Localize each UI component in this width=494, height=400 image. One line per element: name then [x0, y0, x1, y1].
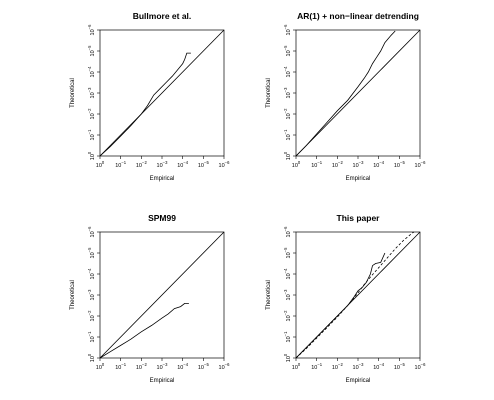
- series-line-1: [99, 52, 191, 157]
- y-tick-label: 10−5: [87, 247, 96, 259]
- y-tick-label: 10−1: [87, 129, 96, 141]
- x-axis-label: Empirical: [346, 176, 371, 182]
- x-tick-label: 10−4: [373, 362, 385, 371]
- x-tick-label: 10−1: [115, 362, 127, 371]
- y-tick-label: 100: [87, 151, 96, 160]
- x-tick-label: 10−5: [394, 362, 406, 371]
- y-tick-label: 10−2: [283, 310, 292, 322]
- x-tick-label: 10−5: [198, 362, 210, 371]
- panel-title: SPM99: [148, 213, 176, 223]
- x-tick-label: 10−5: [198, 160, 210, 169]
- panel-4: This paper 100 10−1 10−2 10−3 10−4 10−5 10−6 100…: [266, 213, 426, 384]
- y-axis-label: Theoretical: [266, 280, 272, 310]
- series-line-1: [295, 30, 396, 157]
- identity-line: [295, 29, 421, 157]
- x-tick-label: 10−6: [415, 362, 427, 371]
- y-tick-label: 10−3: [87, 289, 96, 301]
- y-tick-label: 10−6: [87, 24, 96, 36]
- y-tick-label: 10−4: [283, 66, 292, 78]
- x-tick-label: 10−6: [415, 160, 427, 169]
- x-tick-label: 10−2: [332, 160, 344, 169]
- x-tick-label: 10−2: [332, 362, 344, 371]
- y-tick-label: 100: [87, 353, 96, 362]
- y-tick-label: 10−3: [87, 87, 96, 99]
- y-axis-label: Theoretical: [266, 78, 272, 108]
- series-line-1: [295, 252, 386, 359]
- identity-line: [99, 29, 225, 157]
- x-tick-label: 10−2: [136, 160, 148, 169]
- y-tick-label: 10−5: [283, 247, 292, 259]
- y-tick-label: 10−2: [87, 108, 96, 120]
- y-tick-label: 10−6: [283, 226, 292, 238]
- series-line-1: [99, 302, 189, 359]
- y-tick-label: 10−4: [283, 268, 292, 280]
- y-axis-label: Theoretical: [70, 78, 76, 108]
- series-line-2: [295, 231, 415, 359]
- y-tick-label: 10−4: [87, 66, 96, 78]
- x-tick-label: 10−3: [157, 362, 169, 371]
- identity-line: [99, 231, 225, 359]
- panel-3: SPM99 100 10−1 10−2 10−3 10−4 10−5 10−6 100 10−1 1…: [70, 213, 230, 384]
- y-tick-label: 10−5: [283, 45, 292, 57]
- x-tick-label: 100: [96, 362, 105, 371]
- y-tick-label: 10−6: [87, 226, 96, 238]
- x-tick-label: 10−5: [394, 160, 406, 169]
- x-axis-label: Empirical: [150, 176, 175, 182]
- x-tick-label: 10−3: [353, 160, 365, 169]
- panel-title: AR(1) + non−linear detrending: [297, 11, 419, 21]
- y-tick-label: 10−4: [87, 268, 96, 280]
- x-tick-label: 100: [96, 160, 105, 169]
- y-tick-label: 10−2: [87, 310, 96, 322]
- y-tick-label: 10−3: [283, 87, 292, 99]
- x-tick-label: 100: [292, 362, 301, 371]
- y-tick-label: 10−1: [283, 331, 292, 343]
- x-axis-label: Empirical: [346, 378, 371, 384]
- y-tick-label: 10−5: [87, 45, 96, 57]
- y-tick-label: 10−2: [283, 108, 292, 120]
- panel-title: This paper: [337, 213, 381, 223]
- x-tick-label: 10−6: [219, 362, 231, 371]
- x-tick-label: 10−3: [157, 160, 169, 169]
- x-tick-label: 10−3: [353, 362, 365, 371]
- panel-2: AR(1) + non−linear detrending 100 10−1 10−2…: [266, 11, 426, 182]
- x-tick-label: 10−2: [136, 362, 148, 371]
- x-tick-label: 100: [292, 160, 301, 169]
- panel-title: Bullmore et al.: [133, 11, 192, 21]
- x-tick-label: 10−6: [219, 160, 231, 169]
- panel-1: Bullmore et al. 100 10−1 10−2 10−3 10−4 10−5 10…: [70, 11, 230, 182]
- x-tick-label: 10−4: [177, 160, 189, 169]
- y-tick-label: 100: [283, 151, 292, 160]
- x-tick-label: 10−4: [373, 160, 385, 169]
- y-tick-label: 10−1: [87, 331, 96, 343]
- x-tick-label: 10−1: [311, 160, 323, 169]
- x-tick-label: 10−4: [177, 362, 189, 371]
- y-axis-label: Theoretical: [70, 280, 76, 310]
- x-axis-label: Empirical: [150, 378, 175, 384]
- x-tick-label: 10−1: [311, 362, 323, 371]
- y-tick-label: 10−3: [283, 289, 292, 301]
- x-tick-label: 10−1: [115, 160, 127, 169]
- y-tick-label: 10−1: [283, 129, 292, 141]
- y-tick-label: 100: [283, 353, 292, 362]
- y-tick-label: 10−6: [283, 24, 292, 36]
